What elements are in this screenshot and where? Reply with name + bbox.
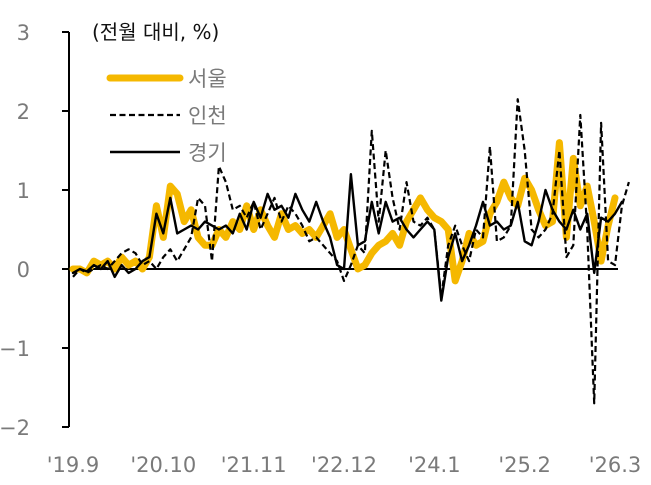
series-seoul-line xyxy=(69,139,619,285)
legend-label-gyeonggi: 경기 xyxy=(188,141,227,165)
x-axis: '19.9 '20.10 '21.11 '22.12 '24.1 '25.2 '26.3 xyxy=(47,268,642,477)
x-tick-label: '24.1 xyxy=(408,453,461,477)
legend-label-incheon: 인천 xyxy=(188,104,227,128)
x-tick-label: '21.11 xyxy=(221,453,287,477)
y-tick-label: −1 xyxy=(0,337,30,361)
y-tick-label: 0 xyxy=(17,258,30,282)
y-tick-label: 3 xyxy=(17,21,30,45)
legend: 서울 인천 경기 xyxy=(106,67,227,165)
series-incheon-line xyxy=(72,98,630,405)
series-layer xyxy=(69,98,630,405)
y-tick-label: −2 xyxy=(0,416,30,440)
unit-label: (전월 대비, %) xyxy=(92,20,219,44)
x-tick-label: '26.3 xyxy=(589,453,642,477)
x-tick-label: '25.2 xyxy=(498,453,551,477)
y-tick-label: 2 xyxy=(17,100,30,124)
x-tick-label: '19.9 xyxy=(47,453,100,477)
x-tick-label: '20.10 xyxy=(130,453,196,477)
y-tick-label: 1 xyxy=(17,179,30,203)
y-axis: 3 2 1 0 −1 −2 xyxy=(0,21,70,440)
legend-label-seoul: 서울 xyxy=(188,67,227,91)
series-gyeonggi-line xyxy=(71,172,624,302)
x-tick-label: '22.12 xyxy=(311,453,377,477)
